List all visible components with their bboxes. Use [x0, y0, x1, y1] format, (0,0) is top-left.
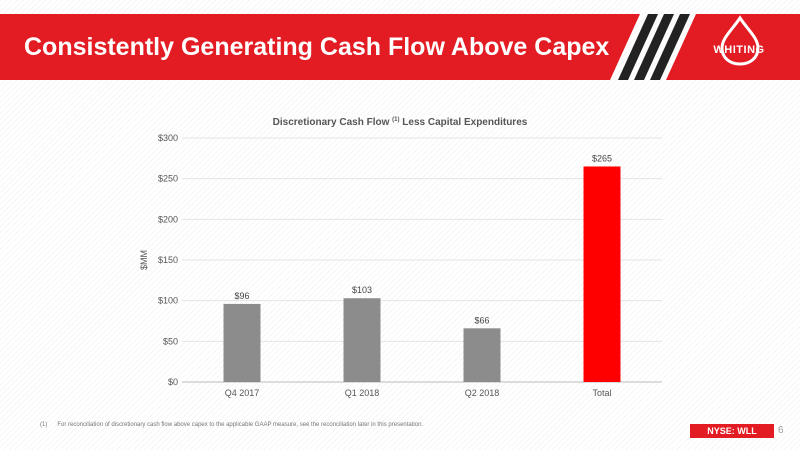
chart-title-superscript: (1) — [392, 117, 399, 123]
y-tick-label: $50 — [163, 336, 178, 346]
chart-title-main: Discretionary Cash Flow — [273, 117, 390, 128]
footnote-mark: (1) — [40, 422, 48, 428]
x-tick-labels: Q4 2017 Q1 2018 Q2 2018 Total — [225, 388, 612, 398]
data-label: $103 — [352, 285, 372, 295]
bar-q2-2018 — [463, 328, 501, 382]
data-label: $265 — [592, 153, 612, 163]
y-tick-label: $100 — [158, 296, 178, 306]
company-logo: WHITING — [713, 44, 765, 56]
bar-total — [583, 166, 621, 382]
banner-stripes — [618, 14, 690, 80]
banner-graphic — [0, 14, 800, 80]
footnote-text: For reconciliation of discretionary cash… — [57, 422, 424, 428]
ticker-symbol: WLL — [737, 426, 757, 436]
page-number: 6 — [778, 425, 784, 436]
y-tick-label: $250 — [158, 174, 178, 184]
footnote: (1) For reconciliation of discretionary c… — [40, 422, 423, 428]
title-banner — [0, 14, 800, 80]
x-tick-label: Q4 2017 — [225, 388, 260, 398]
slide-title: Consistently Generating Cash Flow Above … — [24, 33, 610, 61]
drop-logo-icon — [720, 15, 760, 66]
gridlines — [182, 137, 662, 383]
ticker-badge: NYSE: WLL — [690, 424, 774, 438]
y-tick-label: $300 — [158, 133, 178, 143]
bars — [223, 166, 621, 382]
x-tick-label: Total — [592, 388, 611, 398]
y-tick-labels: $0 $50 $100 $150 $200 $250 $300 — [158, 133, 178, 387]
y-axis-label: $MM — [139, 250, 149, 270]
y-tick-label: $200 — [158, 214, 178, 224]
x-tick-label: Q1 2018 — [345, 388, 380, 398]
bar-q1-2018 — [343, 298, 381, 382]
chart-title: Discretionary Cash Flow (1) Less Capital… — [273, 113, 528, 128]
data-label: $96 — [234, 291, 249, 301]
y-tick-label: $150 — [158, 255, 178, 265]
x-tick-label: Q2 2018 — [465, 388, 500, 398]
data-label: $66 — [474, 315, 489, 325]
chart-title-suffix: Less Capital Expenditures — [402, 117, 527, 128]
ticker-prefix: NYSE: — [707, 426, 735, 436]
bar-q4-2017 — [223, 303, 261, 382]
data-labels: $96 $103 $66 $265 — [234, 153, 612, 325]
y-tick-label: $0 — [168, 377, 178, 387]
